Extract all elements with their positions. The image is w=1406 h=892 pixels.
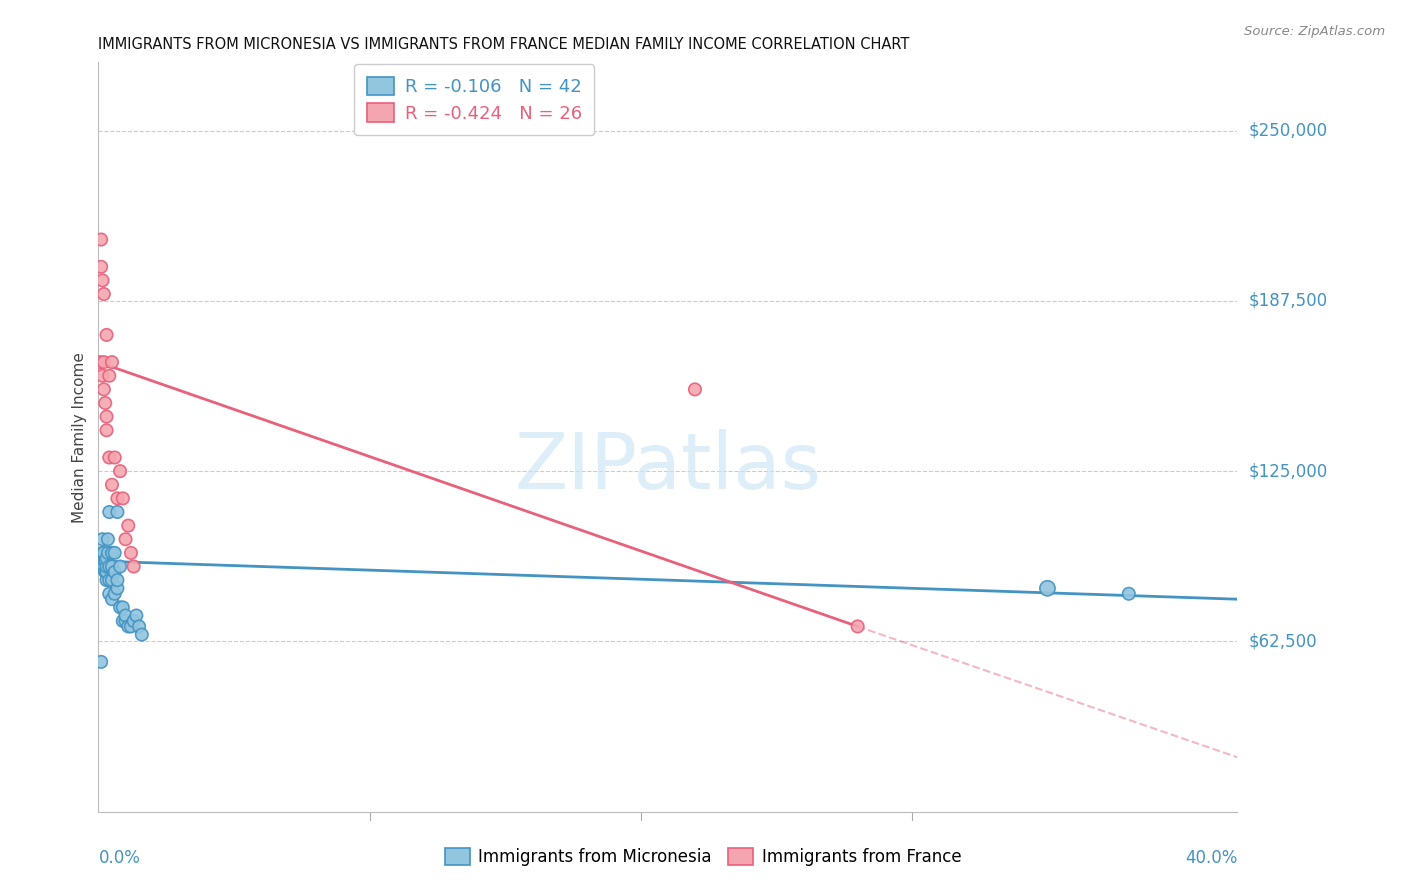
- Point: [101, 546, 124, 560]
- Point: [96, 565, 118, 579]
- Point: [117, 518, 139, 533]
- Point: [107, 491, 129, 506]
- Point: [101, 573, 124, 587]
- Point: [89, 559, 111, 574]
- Point: [93, 287, 115, 301]
- Point: [111, 600, 134, 615]
- Point: [96, 573, 118, 587]
- Point: [846, 619, 869, 633]
- Point: [107, 573, 129, 587]
- Point: [96, 327, 118, 342]
- Point: [114, 614, 136, 628]
- Point: [117, 619, 139, 633]
- Point: [104, 450, 127, 465]
- Point: [98, 450, 121, 465]
- Point: [104, 565, 127, 579]
- Text: $250,000: $250,000: [1249, 121, 1327, 139]
- Point: [98, 505, 121, 519]
- Point: [91, 273, 114, 287]
- Legend: Immigrants from Micronesia, Immigrants from France: Immigrants from Micronesia, Immigrants f…: [436, 840, 970, 875]
- Text: $187,500: $187,500: [1249, 292, 1327, 310]
- Point: [111, 614, 134, 628]
- Point: [120, 619, 142, 633]
- Text: 40.0%: 40.0%: [1185, 849, 1237, 867]
- Point: [93, 546, 115, 560]
- Point: [98, 573, 121, 587]
- Point: [96, 559, 118, 574]
- Point: [108, 559, 131, 574]
- Point: [98, 587, 121, 601]
- Text: ZIPatlas: ZIPatlas: [515, 429, 821, 505]
- Point: [114, 608, 136, 623]
- Legend: R = -0.106   N = 42, R = -0.424   N = 26: R = -0.106 N = 42, R = -0.424 N = 26: [354, 64, 595, 136]
- Point: [93, 559, 115, 574]
- Point: [104, 587, 127, 601]
- Point: [101, 592, 124, 607]
- Point: [107, 505, 129, 519]
- Point: [89, 355, 111, 369]
- Text: $62,500: $62,500: [1249, 632, 1317, 650]
- Text: $125,000: $125,000: [1249, 462, 1327, 480]
- Point: [93, 355, 115, 369]
- Point: [104, 546, 127, 560]
- Point: [97, 546, 120, 560]
- Text: IMMIGRANTS FROM MICRONESIA VS IMMIGRANTS FROM FRANCE MEDIAN FAMILY INCOME CORREL: IMMIGRANTS FROM MICRONESIA VS IMMIGRANTS…: [98, 37, 910, 52]
- Point: [94, 396, 117, 410]
- Point: [96, 409, 118, 424]
- Point: [97, 533, 120, 547]
- Point: [1036, 582, 1059, 596]
- Point: [1118, 587, 1140, 601]
- Point: [122, 614, 145, 628]
- Point: [93, 383, 115, 397]
- Point: [107, 582, 129, 596]
- Point: [131, 627, 153, 641]
- Point: [94, 554, 117, 568]
- Point: [120, 546, 142, 560]
- Point: [91, 546, 114, 560]
- Point: [128, 619, 150, 633]
- Point: [98, 559, 121, 574]
- Point: [91, 368, 114, 383]
- Point: [122, 559, 145, 574]
- Y-axis label: Median Family Income: Median Family Income: [72, 351, 87, 523]
- Point: [96, 423, 118, 437]
- Point: [101, 477, 124, 491]
- Point: [101, 355, 124, 369]
- Point: [683, 383, 706, 397]
- Text: 0.0%: 0.0%: [98, 849, 141, 867]
- Point: [90, 260, 112, 274]
- Point: [96, 551, 118, 566]
- Point: [125, 608, 148, 623]
- Point: [108, 600, 131, 615]
- Point: [108, 464, 131, 478]
- Point: [101, 559, 124, 574]
- Point: [111, 491, 134, 506]
- Point: [98, 368, 121, 383]
- Text: Source: ZipAtlas.com: Source: ZipAtlas.com: [1244, 25, 1385, 38]
- Point: [91, 533, 114, 547]
- Point: [90, 233, 112, 247]
- Point: [114, 533, 136, 547]
- Point: [90, 655, 112, 669]
- Point: [94, 565, 117, 579]
